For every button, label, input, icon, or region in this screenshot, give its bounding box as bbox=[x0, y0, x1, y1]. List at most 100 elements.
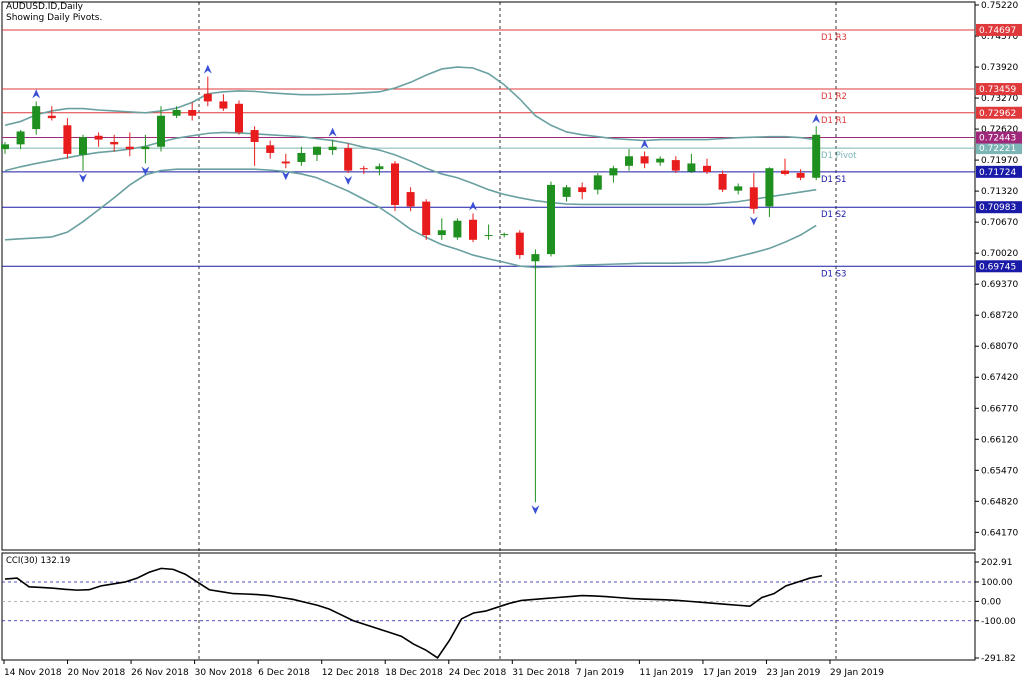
candle-bull bbox=[687, 163, 696, 172]
pivot-price-tag bbox=[976, 142, 1022, 155]
pivot-price-tag bbox=[976, 165, 1022, 178]
candle-bear bbox=[671, 160, 680, 171]
candle-bear bbox=[344, 148, 353, 171]
pivot-label: D1 Pivot bbox=[821, 151, 857, 161]
candle-bull bbox=[734, 186, 743, 191]
candle-bull bbox=[1, 144, 9, 150]
cci-tick-label: 0.00 bbox=[981, 597, 1001, 607]
candle-bull bbox=[32, 106, 41, 130]
candle-bear bbox=[235, 103, 243, 133]
candle-bear bbox=[219, 101, 228, 109]
candle-bear bbox=[406, 192, 415, 207]
pivot-price-tag-text: 0.74697 bbox=[979, 26, 1016, 36]
candle-bear bbox=[422, 201, 431, 236]
price-tick-label: 0.67420 bbox=[981, 373, 1018, 383]
price-tick-label: 0.75220 bbox=[981, 1, 1018, 11]
pivot-label: D1 S1 bbox=[821, 175, 846, 185]
pivot-label: D1 R3 bbox=[821, 33, 847, 43]
cci-line bbox=[4, 567, 823, 659]
candle-bear bbox=[703, 165, 711, 173]
fractal-down-arrow bbox=[531, 505, 540, 515]
x-tick-label: 20 Nov 2018 bbox=[68, 668, 126, 678]
candle-bull bbox=[765, 168, 774, 207]
pivot-price-tag-text: 0.69745 bbox=[979, 262, 1016, 272]
candle-bull bbox=[562, 187, 571, 197]
candle-bull bbox=[609, 168, 618, 176]
candle-bear bbox=[188, 109, 197, 116]
pivot-label: D1 R2 bbox=[821, 92, 847, 102]
current-price-tag bbox=[976, 131, 1022, 144]
candle-bull bbox=[375, 166, 384, 170]
candle-bull bbox=[79, 137, 87, 155]
candle-bear bbox=[47, 115, 56, 119]
pivot-price-tag bbox=[976, 83, 1022, 96]
fractal-up-arrow bbox=[469, 201, 477, 211]
symbol-title: AUDUSD.ID,Daily bbox=[6, 2, 83, 12]
candle-bear bbox=[110, 141, 119, 145]
x-tick-label: 29 Jan 2019 bbox=[830, 668, 884, 678]
pivot-price-tag bbox=[976, 201, 1022, 214]
cci-tick-label: -291.82 bbox=[981, 654, 1016, 664]
x-tick-label: 23 Jan 2019 bbox=[766, 668, 820, 678]
price-tick-label: 0.70670 bbox=[981, 218, 1018, 228]
x-tick-label: 31 Dec 2018 bbox=[512, 668, 570, 678]
price-tick-label: 0.68720 bbox=[981, 311, 1018, 321]
candle-bull bbox=[437, 230, 446, 236]
price-tick-label: 0.71320 bbox=[981, 187, 1018, 197]
candle-bull bbox=[656, 158, 665, 163]
cci-tick-label: 100.00 bbox=[981, 578, 1013, 588]
candle-bull bbox=[593, 175, 602, 190]
cci-tick-label: -100.00 bbox=[981, 617, 1016, 627]
candle-bull bbox=[172, 109, 181, 116]
chart-subtitle: Showing Daily Pivots. bbox=[6, 13, 103, 23]
fractal-down-arrow bbox=[749, 216, 758, 226]
cci-label: CCI(30) 132.19 bbox=[6, 556, 71, 566]
price-tick-label: 0.71970 bbox=[981, 156, 1018, 166]
candle-bull bbox=[297, 152, 306, 163]
x-tick-label: 11 Jan 2019 bbox=[639, 668, 693, 678]
band-middle bbox=[4, 131, 817, 206]
x-tick-label: 24 Dec 2018 bbox=[449, 668, 507, 678]
fractal-up-arrow bbox=[640, 139, 649, 149]
candle-bull bbox=[547, 184, 555, 255]
x-tick-label: 17 Jan 2019 bbox=[703, 668, 757, 678]
pivot-price-tag bbox=[976, 106, 1022, 119]
cci-frame bbox=[1, 552, 976, 661]
pivot-label: D1 R1 bbox=[821, 116, 847, 126]
x-tick-label: 14 Nov 2018 bbox=[4, 668, 62, 678]
candle-bull bbox=[141, 146, 150, 150]
candle-bear bbox=[469, 219, 477, 240]
price-tick-label: 0.68070 bbox=[981, 342, 1018, 352]
price-tick-label: 0.74570 bbox=[981, 32, 1018, 42]
candle-bear bbox=[391, 163, 399, 205]
price-tick-label: 0.70020 bbox=[981, 249, 1018, 259]
price-tick-label: 0.72620 bbox=[981, 125, 1018, 135]
price-tick-label: 0.65470 bbox=[981, 466, 1018, 476]
pivot-price-tag-text: 0.71724 bbox=[979, 168, 1016, 178]
candle-bear bbox=[515, 232, 524, 256]
price-tick-label: 0.64820 bbox=[981, 497, 1018, 507]
pivot-price-tag-text: 0.73459 bbox=[979, 85, 1016, 95]
candle-bull bbox=[500, 234, 509, 236]
pivot-price-tag-text: 0.72962 bbox=[979, 109, 1016, 119]
cci-tick-label: 202.91 bbox=[981, 558, 1013, 568]
candle-bull bbox=[157, 115, 165, 147]
candle-bull bbox=[313, 146, 321, 155]
candle-bull bbox=[812, 134, 821, 178]
fractal-up-arrow bbox=[203, 64, 212, 74]
candle-bear bbox=[281, 161, 290, 164]
current-price-tag-text: 0.72443 bbox=[979, 134, 1016, 144]
pivot-label: D1 S3 bbox=[821, 269, 846, 279]
candle-bull bbox=[328, 146, 337, 151]
pivot-price-tag bbox=[976, 260, 1022, 273]
x-tick-label: 30 Nov 2018 bbox=[195, 668, 253, 678]
candle-bull bbox=[625, 156, 633, 166]
candle-bull bbox=[16, 131, 25, 145]
candle-bear bbox=[94, 135, 103, 140]
price-tick-label: 0.66770 bbox=[981, 404, 1018, 414]
fractal-up-arrow bbox=[812, 114, 821, 124]
candle-bear bbox=[781, 170, 789, 174]
candle-bull bbox=[453, 220, 462, 238]
x-tick-label: 12 Dec 2018 bbox=[322, 668, 380, 678]
